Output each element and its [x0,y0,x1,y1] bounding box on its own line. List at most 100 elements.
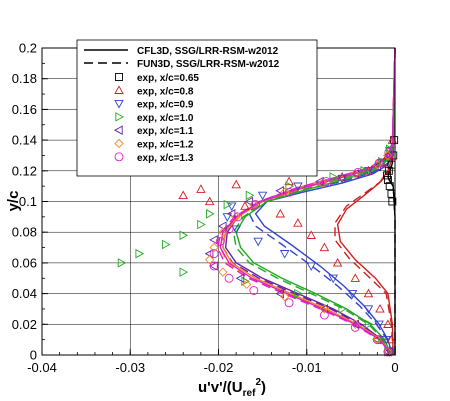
data-point [384,147,394,157]
data-point [319,242,330,252]
data-point [242,279,252,290]
data-point [328,274,338,284]
data-point [374,320,384,330]
legend-series-label: exp, x/c=0.65 [137,73,199,84]
data-point [347,289,358,299]
cfl3d-curve [336,47,396,356]
data-point [383,347,393,357]
data-point [350,322,360,332]
data-point [284,187,294,197]
y-tick-label: 0.14 [12,133,37,148]
data-point [350,169,359,179]
legend-marker [115,73,123,81]
data-point [251,200,261,210]
axis-tick-labels: -0.04 -0.03 -0.02 -0.01 0 0 0.02 0.04 0.06 0.08 0.… [12,41,399,376]
legend-series-label: exp, x/c=1.1 [137,126,194,137]
data-point [240,201,250,210]
legend-marker [114,152,124,162]
data-point [384,166,393,175]
data-point [284,298,294,308]
data-point [197,219,206,230]
data-point [329,172,339,182]
data-point [385,182,394,191]
legend-series-label: exp, x/c=1.3 [137,153,194,164]
legend-line-label: FUN3D, SSG/LRR-RSM-w2012 [137,59,280,70]
x-tick-label: 0 [391,360,398,375]
legend-marker [114,138,124,149]
y-tick-label: 0.04 [12,286,37,301]
data-point [209,249,219,259]
data-point [233,212,243,222]
data-point [179,267,189,277]
data-point [224,224,234,234]
data-point [372,335,382,345]
data-point [205,255,215,265]
y-tick-label: 0 [30,348,37,363]
data-point [280,292,290,302]
y-tick-label: 0.06 [12,255,37,270]
axis-ticks [41,47,396,356]
data-point [353,167,363,177]
data-point [294,288,303,299]
data-point [275,186,284,196]
data-point [360,166,370,176]
data-point [337,171,347,181]
legend-marker [114,125,123,135]
data-point [161,239,171,250]
data-point [135,248,145,259]
data-point [337,174,347,184]
data-point [209,261,219,271]
legend-series-label: exp, x/c=0.9 [137,100,194,111]
y-tick-label: 0.18 [12,71,37,86]
data-point [374,158,384,168]
legend-marker [115,112,124,122]
data-point [206,209,215,219]
data-point [280,187,290,197]
data-point [372,334,381,345]
legend-series-label: exp, x/c=1.2 [137,140,194,151]
fun3d-curve [247,47,396,356]
data-point [275,208,286,218]
data-point [293,218,303,227]
data-point [306,230,316,239]
data-point [223,199,233,210]
legend-series-label: exp, x/c=1.0 [137,113,194,124]
data-point [209,261,218,271]
data-point [388,197,397,206]
data-point [319,304,330,314]
data-point [350,319,360,329]
data-point [253,237,263,247]
legend-marker [114,85,124,94]
data-point [332,257,343,267]
y-tick-label: 0.16 [12,102,37,117]
data-point [293,182,303,192]
y-axis-label: y/c [5,191,22,212]
data-point [117,258,127,268]
data-point [231,225,241,235]
data-point [317,178,328,188]
data-point [383,171,392,180]
y-tick-label: 0.1 [19,194,37,209]
data-point [245,190,255,201]
data-point [364,319,374,330]
data-point [386,334,397,344]
data-point [224,273,234,283]
fun3d-curve [334,47,396,356]
data-point [284,176,294,186]
x-tick-label: -0.01 [292,360,322,375]
data-point [218,267,228,277]
x-tick-label: -0.02 [204,360,234,375]
data-point [350,169,360,179]
data-point [178,190,188,200]
data-point [257,191,268,201]
data-point [387,135,398,144]
data-point [363,288,374,298]
data-point [179,230,189,241]
y-tick-label: 0.02 [12,317,37,332]
data-point [338,304,348,314]
data-point [231,179,241,189]
data-point [382,347,392,357]
y-tick-label: 0.2 [19,41,37,56]
data-point [383,176,392,184]
